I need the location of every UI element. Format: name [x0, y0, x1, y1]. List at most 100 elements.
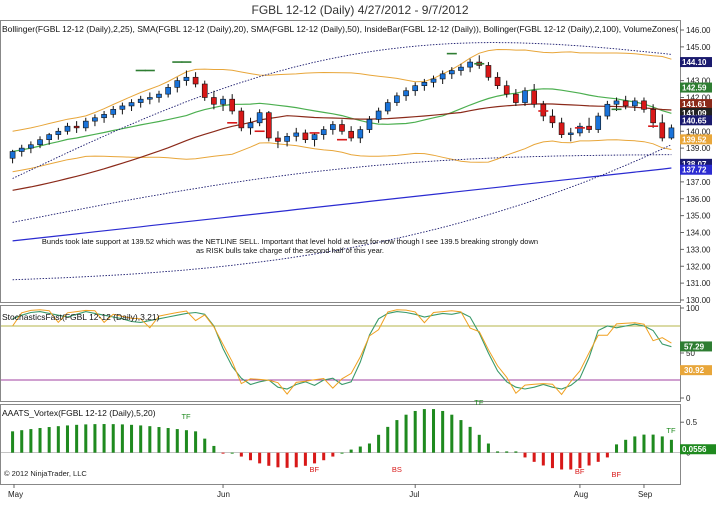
- vortex-panel-label: AAATS_Vortex(FGBL 12-12 (Daily),5,20): [2, 408, 156, 418]
- vortex-bar: [367, 443, 371, 453]
- candle-body: [275, 137, 281, 142]
- price-flag-label: 141.61: [682, 100, 707, 109]
- candle-body: [73, 125, 80, 129]
- candle-body: [632, 100, 638, 107]
- price-tick-label: 134.00: [686, 229, 711, 238]
- stoch-flag: [680, 365, 712, 376]
- vortex-bar: [120, 424, 124, 453]
- vortex-bar: [47, 427, 51, 453]
- vortex-bar: [404, 414, 408, 453]
- candle-body: [55, 130, 62, 135]
- price-flag-label: 137.72: [682, 166, 707, 175]
- vortex-bar: [596, 452, 600, 462]
- vortex-bar: [56, 426, 60, 453]
- price-flag: [680, 107, 712, 118]
- vortex-bar: [267, 452, 271, 466]
- price-flag: [680, 158, 712, 169]
- vortex-bar: [148, 426, 152, 453]
- vortex-marker: BS: [392, 465, 402, 474]
- sma-20-line: [12, 88, 672, 153]
- candle-body: [293, 132, 300, 137]
- price-tick-label: 137.00: [686, 178, 711, 187]
- vortex-flag-label: 0.0556: [682, 445, 707, 454]
- chart-title: FGBL 12-12 (Daily) 4/27/2012 - 9/7/2012: [251, 3, 469, 17]
- candle-body: [339, 124, 345, 132]
- vortex-marker: BF: [310, 465, 320, 474]
- vortex-bars: TF BF BS TF BF BF TF: [1, 398, 680, 479]
- vortex-bar: [358, 446, 362, 453]
- candle-body: [558, 122, 565, 135]
- vortex-bar: [65, 425, 69, 453]
- vortex-bar: [322, 452, 326, 461]
- candle-body: [586, 125, 592, 130]
- bollinger-100-mid: [12, 154, 672, 223]
- vortex-bar: [569, 452, 573, 470]
- candle-body: [567, 132, 574, 135]
- vortex-bar: [624, 439, 628, 453]
- vortex-bar: [633, 436, 637, 453]
- vortex-bar: [230, 452, 234, 454]
- vortex-bar: [377, 434, 381, 453]
- vortex-bar: [532, 452, 536, 462]
- candle-body: [540, 103, 547, 117]
- candles: [9, 52, 675, 164]
- vortex-bar: [111, 424, 115, 453]
- vortex-bar: [615, 444, 619, 453]
- candle-body: [220, 98, 226, 105]
- vortex-bar: [422, 409, 426, 453]
- vortex-bar: [248, 452, 253, 461]
- price-panel-frame: [0, 20, 681, 303]
- month-label: Jun: [217, 490, 230, 499]
- price-flag: [680, 115, 712, 126]
- candle-body: [668, 127, 675, 139]
- vortex-bar: [459, 420, 463, 453]
- candle-body: [531, 90, 537, 105]
- stochastics-lines: [1, 309, 680, 396]
- sma-50-line: [12, 103, 672, 191]
- candle-body: [174, 80, 181, 88]
- candle-body: [549, 115, 556, 124]
- candle-body: [430, 78, 437, 83]
- vortex-bar: [157, 427, 161, 453]
- candle-body: [604, 103, 611, 117]
- bollinger-100-lower: [12, 144, 672, 281]
- price-tick-label: 135.00: [686, 212, 711, 221]
- candle-body: [183, 76, 190, 81]
- vortex-bar: [587, 452, 591, 466]
- vortex-bar: [669, 439, 673, 453]
- candle-body: [238, 110, 245, 129]
- vortex-bar: [20, 430, 24, 453]
- price-flag-label: 140.65: [682, 116, 707, 125]
- price-flag-label: 141.09: [682, 109, 707, 118]
- stoch-flag-label: 57.29: [684, 342, 705, 351]
- candle-body: [641, 100, 647, 110]
- candle-body: [412, 85, 419, 92]
- vortex-bar: [514, 451, 518, 453]
- candle-body: [302, 132, 309, 140]
- price-tick-label: 145.00: [686, 43, 711, 52]
- vortex-bar: [340, 452, 344, 454]
- price-flag: [680, 82, 712, 93]
- candle-body: [403, 90, 409, 97]
- price-tick-label: 143.00: [686, 77, 711, 86]
- price-flag: [680, 57, 712, 68]
- price-flag-label: 139.52: [682, 135, 707, 144]
- vortex-bar: [477, 434, 481, 453]
- candle-body: [46, 134, 52, 140]
- candle-body: [320, 129, 327, 135]
- candle-body: [458, 66, 464, 71]
- candle-body: [82, 120, 89, 129]
- month-label: Jul: [409, 490, 419, 499]
- stoch-tick-label: 50: [686, 349, 695, 358]
- candle-body: [156, 93, 162, 98]
- vortex-bar: [331, 452, 335, 457]
- price-tick-label: 140.00: [686, 127, 711, 136]
- candle-body: [265, 112, 272, 139]
- vortex-bar: [642, 434, 646, 453]
- vortex-bar: [38, 428, 42, 453]
- vortex-bar: [258, 452, 262, 464]
- vortex-bar: [486, 443, 490, 453]
- stoch-flag-label: 30.92: [684, 366, 705, 375]
- candle-body: [384, 102, 391, 112]
